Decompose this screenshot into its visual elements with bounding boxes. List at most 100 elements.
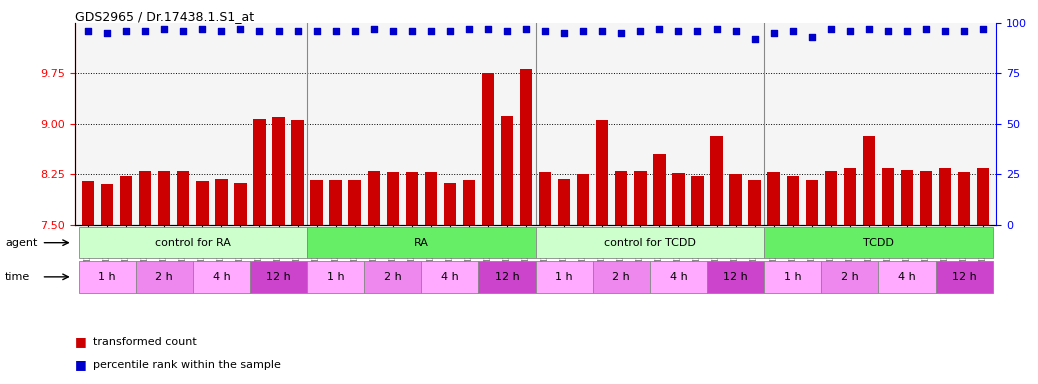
Point — [575, 28, 592, 34]
Point — [822, 26, 839, 32]
Bar — [920, 171, 932, 225]
Bar — [101, 184, 113, 225]
Point — [765, 30, 782, 36]
Point — [137, 28, 154, 34]
Point — [956, 28, 973, 34]
Text: TCDD: TCDD — [863, 238, 894, 248]
Bar — [767, 172, 780, 225]
Bar — [881, 167, 894, 225]
Bar — [593, 261, 650, 293]
Point — [537, 28, 553, 34]
Point — [118, 28, 135, 34]
Bar — [805, 180, 818, 225]
Point — [975, 26, 991, 32]
Text: 4 h: 4 h — [670, 272, 687, 282]
Point — [803, 34, 820, 40]
Bar — [482, 73, 494, 225]
Point — [936, 28, 953, 34]
Bar — [520, 69, 532, 225]
Bar — [272, 117, 284, 225]
Bar — [935, 261, 992, 293]
Text: 1 h: 1 h — [327, 272, 345, 282]
Point — [422, 28, 439, 34]
Point — [99, 30, 115, 36]
Text: 2 h: 2 h — [384, 272, 402, 282]
Point — [365, 26, 382, 32]
Bar — [536, 261, 593, 293]
Point — [213, 28, 229, 34]
Point — [461, 26, 477, 32]
Text: 12 h: 12 h — [495, 272, 519, 282]
Point — [347, 28, 363, 34]
Text: 12 h: 12 h — [266, 272, 291, 282]
Text: GDS2965 / Dr.17438.1.S1_at: GDS2965 / Dr.17438.1.S1_at — [75, 10, 254, 23]
Text: percentile rank within the sample: percentile rank within the sample — [93, 360, 281, 370]
Bar — [386, 172, 399, 225]
Bar — [425, 172, 437, 225]
Point — [384, 28, 401, 34]
Bar — [824, 171, 837, 225]
Text: 12 h: 12 h — [723, 272, 748, 282]
Bar — [616, 171, 628, 225]
Bar — [364, 261, 421, 293]
Bar — [307, 227, 536, 258]
Bar — [938, 167, 951, 225]
Bar — [577, 174, 590, 225]
Bar — [673, 173, 685, 225]
Bar — [764, 261, 821, 293]
Text: ■: ■ — [75, 358, 86, 371]
Point — [671, 28, 687, 34]
Bar — [710, 136, 722, 225]
Bar — [707, 261, 764, 293]
Bar — [120, 176, 132, 225]
Bar — [421, 261, 479, 293]
Point — [556, 30, 573, 36]
Point — [327, 28, 344, 34]
Bar — [250, 261, 307, 293]
Point — [290, 28, 306, 34]
Text: agent: agent — [5, 238, 37, 248]
Bar — [596, 121, 608, 225]
Point — [308, 28, 325, 34]
Point — [251, 28, 268, 34]
Point — [594, 28, 610, 34]
Text: RA: RA — [414, 238, 429, 248]
Bar — [730, 174, 742, 225]
Bar — [501, 116, 513, 225]
Bar — [977, 167, 989, 225]
Point — [918, 26, 934, 32]
Text: ■: ■ — [75, 335, 86, 348]
Point — [518, 26, 535, 32]
Point — [233, 26, 249, 32]
Bar — [650, 261, 707, 293]
Bar — [539, 172, 551, 225]
Text: time: time — [5, 272, 30, 282]
Text: 1 h: 1 h — [784, 272, 801, 282]
Point — [632, 28, 649, 34]
Bar — [463, 180, 475, 225]
Point — [175, 28, 192, 34]
Bar — [136, 261, 193, 293]
Bar — [764, 227, 992, 258]
Bar — [821, 261, 878, 293]
Bar — [139, 171, 152, 225]
Bar — [292, 121, 304, 225]
Text: control for TCDD: control for TCDD — [604, 238, 695, 248]
Point — [270, 28, 286, 34]
Bar — [349, 180, 361, 225]
Point — [728, 28, 744, 34]
Bar — [196, 181, 209, 225]
Bar — [536, 227, 764, 258]
Bar — [158, 171, 170, 225]
Bar — [307, 261, 364, 293]
Bar — [82, 181, 94, 225]
Point — [404, 28, 420, 34]
Point — [480, 26, 496, 32]
Bar — [79, 261, 136, 293]
Text: transformed count: transformed count — [93, 337, 197, 347]
Bar — [215, 179, 227, 225]
Bar — [787, 176, 799, 225]
Text: 2 h: 2 h — [841, 272, 858, 282]
Point — [498, 28, 515, 34]
Bar — [748, 180, 761, 225]
